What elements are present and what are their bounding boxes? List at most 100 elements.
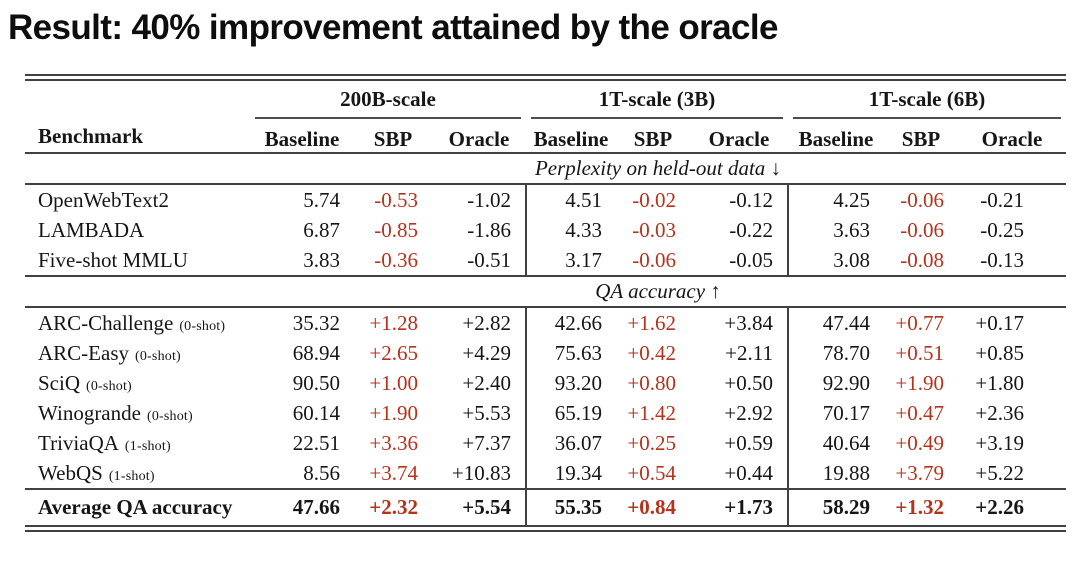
summary-value-baseline-group1: 47.66 [292,495,340,520]
benchmark-cell: ARC-Easy (0-shot) [25,338,250,368]
benchmark-column-header: Benchmark [25,81,250,155]
summary-value-oracle-group2: +1.73 [724,495,773,520]
shot-note: (0-shot) [146,408,193,424]
value-sbp-group1: +1.00 [369,370,418,395]
summary-value-baseline-group2: 55.35 [525,489,616,526]
value-baseline-group3: 19.88 [787,458,884,491]
value-oracle-group3: -0.25 [980,217,1024,242]
table-top-rule [25,74,1066,82]
value-oracle-group1: -0.51 [432,245,526,278]
value-baseline-group1: 6.87 [303,217,340,242]
value-oracle-group2: -0.05 [690,245,788,278]
results-table-container: Benchmark 200B-scale 1T-scale (3B) 1T-sc… [25,74,1066,533]
summary-label: Average QA accuracy [38,495,233,520]
value-oracle-group2: +0.59 [724,430,773,455]
value-baseline-group2: 4.33 [525,215,616,246]
benchmark-name: SciQ [38,370,80,395]
metric-header-row: Baseline SBP Oracle Baseline SBP Oracle Baseli… [25,126,1066,155]
value-oracle-group1: -1.86 [467,217,511,242]
value-baseline-group3: 3.08 [787,245,884,278]
value-oracle-group3: +5.22 [958,458,1066,491]
metric-header-sbp-group2: SBP [616,126,690,155]
slide: Result: 40% improvement attained by the … [0,8,1080,533]
value-sbp-group3: +3.79 [884,458,958,491]
metric-header-baseline-group1: Baseline [250,126,354,155]
value-baseline-group1: 3.83 [250,245,354,278]
group-header-200b-scale: 200B-scale [250,81,526,126]
value-sbp-group3: -0.06 [900,217,944,242]
value-baseline-group2: 75.63 [525,338,616,369]
benchmark-name: TriviaQA [38,430,119,455]
metric-header-sbp-group1: SBP [354,126,432,155]
value-oracle-group1: +2.40 [462,370,511,395]
value-oracle-group2: +3.84 [724,310,773,335]
value-sbp-group1: +3.74 [354,458,432,491]
value-baseline-group2: 93.20 [525,368,616,399]
value-oracle-group1: +4.29 [462,340,511,365]
benchmark-name: Five-shot MMLU [38,247,188,272]
value-baseline-group2: 42.66 [525,307,616,339]
table-row: ARC-Easy (0-shot) 68.94 +2.65 +4.29 75.63 +0.4… [25,338,1066,369]
value-baseline-group3: 3.63 [787,215,884,246]
metric-header-sbp-group3: SBP [884,126,958,155]
value-oracle-group3: +1.80 [975,370,1024,395]
value-baseline-group3: 47.44 [787,307,884,339]
results-table: Benchmark 200B-scale 1T-scale (3B) 1T-sc… [25,81,1066,526]
benchmark-cell: SciQ (0-shot) [25,368,250,398]
value-sbp-group2: +1.62 [627,310,676,335]
value-oracle-group2: -0.22 [729,217,773,242]
page-title: Result: 40% improvement attained by the … [8,8,778,47]
value-sbp-group1: -0.85 [374,217,418,242]
table-row: LAMBADA 6.87 -0.85 -1.86 4.33 -0.03 -0.22 3.63-… [25,215,1066,246]
value-sbp-group1: +1.90 [369,400,418,425]
value-sbp-group1: +1.28 [369,310,418,335]
value-baseline-group1: 60.14 [292,400,340,425]
metric-header-oracle-group1: Oracle [432,126,526,155]
group-header-1t-scale-3b: 1T-scale (3B) [526,81,788,126]
value-sbp-group2: +0.54 [616,458,690,491]
summary-row: Average QA accuracy 47.66 +2.32 +5.54 55.35 +… [25,489,1066,526]
summary-value-baseline-group3: 58.29 [787,489,884,526]
shot-note: (0-shot) [179,318,226,334]
value-baseline-group1: 35.32 [292,310,340,335]
benchmark-name: ARC-Easy [38,340,129,365]
benchmark-name: WebQS [38,460,103,485]
group-header-label: 1T-scale (3B) [531,87,783,120]
value-baseline-group3: 40.64 [787,428,884,459]
table-bottom-rule [25,525,1066,533]
value-baseline-group3: 70.17 [787,398,884,429]
table-row: Winogrande (0-shot) 60.14 +1.90 +5.53 65.19 +1… [25,398,1066,429]
value-sbp-group2: +1.42 [627,400,676,425]
value-baseline-group3: 78.70 [787,338,884,369]
table-row: TriviaQA (1-shot) 22.51 +3.36 +7.37 36.07 +0.2… [25,428,1066,459]
value-baseline-group2: 19.34 [525,458,616,491]
value-baseline-group1: 22.51 [292,430,340,455]
section-caption: Perplexity on held-out data ↓ [250,153,1066,186]
benchmark-cell: Five-shot MMLU [25,245,250,278]
benchmark-cell: OpenWebText2 [25,184,250,215]
value-sbp-group2: +0.80 [627,370,676,395]
table-row: OpenWebText2 5.74 -0.53 -1.02 4.51 -0.02 -0.12… [25,184,1066,216]
summary-value-sbp-group2: +0.84 [627,495,676,520]
table-row: SciQ (0-shot) 90.50 +1.00 +2.40 93.20 +0.80 +0.… [25,368,1066,399]
value-sbp-group2: -0.06 [616,245,690,278]
value-oracle-group3: +0.17 [975,310,1024,335]
benchmark-name: OpenWebText2 [38,187,169,212]
metric-header-oracle-group2: Oracle [690,126,788,155]
value-sbp-group2: -0.03 [632,217,676,242]
benchmark-cell: Winogrande (0-shot) [25,398,250,428]
value-oracle-group2: +2.92 [724,400,773,425]
section-caption-row: Perplexity on held-out data ↓ [25,153,1066,186]
value-oracle-group2: +0.50 [724,370,773,395]
group-header-label: 200B-scale [255,87,521,120]
summary-value-oracle-group1: +5.54 [462,495,511,520]
section-caption-spacer [25,276,250,309]
value-sbp-group3: +0.47 [895,400,944,425]
value-oracle-group3: +0.85 [975,340,1024,365]
table-row: ARC-Challenge (0-shot) 35.32 +1.28 +2.82 42.6… [25,307,1066,339]
value-sbp-group3: +1.90 [895,370,944,395]
benchmark-name: ARC-Challenge [38,310,174,335]
value-oracle-group1: -1.02 [467,187,511,212]
summary-value-oracle-group3: +2.26 [975,495,1024,520]
section-caption-row: QA accuracy ↑ [25,276,1066,309]
